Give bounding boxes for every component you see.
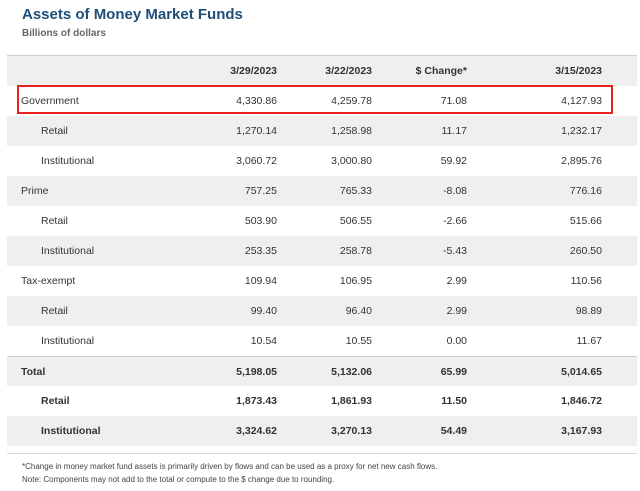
row-label: Retail	[41, 125, 68, 137]
cell: 96.40	[345, 305, 372, 317]
cell: 4,127.93	[561, 95, 602, 107]
cell: 109.94	[244, 275, 277, 287]
divider	[7, 453, 637, 454]
cell: 3,324.62	[236, 425, 277, 437]
table-row-prime-retail: Retail 503.90 506.55 -2.66 515.66	[7, 206, 637, 236]
footnotes: *Change in money market fund assets is p…	[22, 460, 437, 486]
row-label: Government	[21, 95, 79, 107]
cell: 3,060.72	[236, 155, 277, 167]
row-label: Institutional	[41, 155, 95, 167]
cell: 765.33	[339, 185, 372, 197]
row-label: Total	[21, 365, 46, 378]
cell: 503.90	[244, 215, 277, 227]
cell: 11.17	[441, 125, 468, 137]
row-label: Retail	[41, 305, 68, 317]
table-row-total-retail: Retail 1,873.43 1,861.93 11.50 1,846.72	[7, 386, 637, 416]
cell: 260.50	[569, 245, 602, 257]
table-row-government: Government 4,330.86 4,259.78 71.08 4,127…	[7, 86, 637, 116]
cell: 515.66	[569, 215, 602, 227]
table-row-prime-institutional: Institutional 253.35 258.78 -5.43 260.50	[7, 236, 637, 266]
cell: 757.25	[244, 185, 277, 197]
cell: 1,270.14	[236, 125, 277, 137]
footnote-rounding: Note: Components may not add to the tota…	[22, 475, 335, 484]
cell: 3,270.13	[331, 425, 372, 437]
table-row-prime: Prime 757.25 765.33 -8.08 776.16	[7, 176, 637, 206]
cell: 11.67	[576, 335, 603, 347]
cell: 506.55	[339, 215, 372, 227]
table-row-total: Total 5,198.05 5,132.06 65.99 5,014.65	[7, 356, 637, 386]
cell: -2.66	[443, 215, 467, 227]
row-label: Retail	[41, 395, 70, 407]
table-row-tax-exempt: Tax-exempt 109.94 106.95 2.99 110.56	[7, 266, 637, 296]
cell: -8.08	[443, 185, 467, 197]
cell: 2.99	[446, 275, 467, 287]
row-label: Retail	[41, 215, 68, 227]
cell: 1,846.72	[561, 395, 602, 407]
table-header-row: 3/29/2023 3/22/2023 $ Change* 3/15/2023	[7, 56, 637, 86]
row-label: Prime	[21, 185, 49, 197]
cell: 3,000.80	[331, 155, 372, 167]
table-row-tax-exempt-institutional: Institutional 10.54 10.55 0.00 11.67	[7, 326, 637, 356]
cell: 776.16	[569, 185, 602, 197]
cell: 5,014.65	[561, 365, 602, 378]
header-col-3-15: 3/15/2023	[555, 65, 602, 77]
row-label: Institutional	[41, 425, 101, 437]
cell: 98.89	[575, 305, 602, 317]
header-col-change: $ Change*	[415, 65, 467, 77]
cell: 71.08	[440, 95, 467, 107]
cell: 10.55	[345, 335, 372, 347]
cell: 0.00	[446, 335, 467, 347]
cell: 5,132.06	[331, 365, 372, 378]
cell: 5,198.05	[236, 365, 277, 378]
cell: 258.78	[339, 245, 372, 257]
cell: 106.95	[339, 275, 372, 287]
table-row-government-institutional: Institutional 3,060.72 3,000.80 59.92 2,…	[7, 146, 637, 176]
cell: 65.99	[440, 365, 467, 378]
row-label: Tax-exempt	[21, 275, 76, 287]
cell: 3,167.93	[561, 425, 602, 437]
footnote-change: *Change in money market fund assets is p…	[22, 462, 438, 471]
cell: 1,258.98	[331, 125, 372, 137]
cell: 4,330.86	[236, 95, 277, 107]
cell: 10.54	[250, 335, 277, 347]
cell: 2.99	[446, 305, 467, 317]
header-col-3-29: 3/29/2023	[230, 65, 277, 77]
cell: 4,259.78	[331, 95, 372, 107]
cell: 1,861.93	[331, 395, 372, 407]
page-subtitle: Billions of dollars	[22, 28, 106, 39]
table-row-total-institutional: Institutional 3,324.62 3,270.13 54.49 3,…	[7, 416, 637, 446]
page-title: Assets of Money Market Funds	[22, 6, 243, 23]
cell: 253.35	[244, 245, 277, 257]
cell: 2,895.76	[561, 155, 602, 167]
row-label: Institutional	[41, 335, 95, 347]
cell: 99.40	[250, 305, 277, 317]
cell: 1,873.43	[236, 395, 277, 407]
cell: -5.43	[443, 245, 467, 257]
cell: 59.92	[440, 155, 467, 167]
cell: 110.56	[570, 275, 602, 287]
cell: 11.50	[441, 395, 467, 407]
money-market-table: 3/29/2023 3/22/2023 $ Change* 3/15/2023 …	[7, 55, 637, 446]
row-label: Institutional	[41, 245, 95, 257]
cell: 54.49	[440, 425, 467, 437]
header-col-3-22: 3/22/2023	[325, 65, 372, 77]
cell: 1,232.17	[561, 125, 602, 137]
table-row-government-retail: Retail 1,270.14 1,258.98 11.17 1,232.17	[7, 116, 637, 146]
table-row-tax-exempt-retail: Retail 99.40 96.40 2.99 98.89	[7, 296, 637, 326]
